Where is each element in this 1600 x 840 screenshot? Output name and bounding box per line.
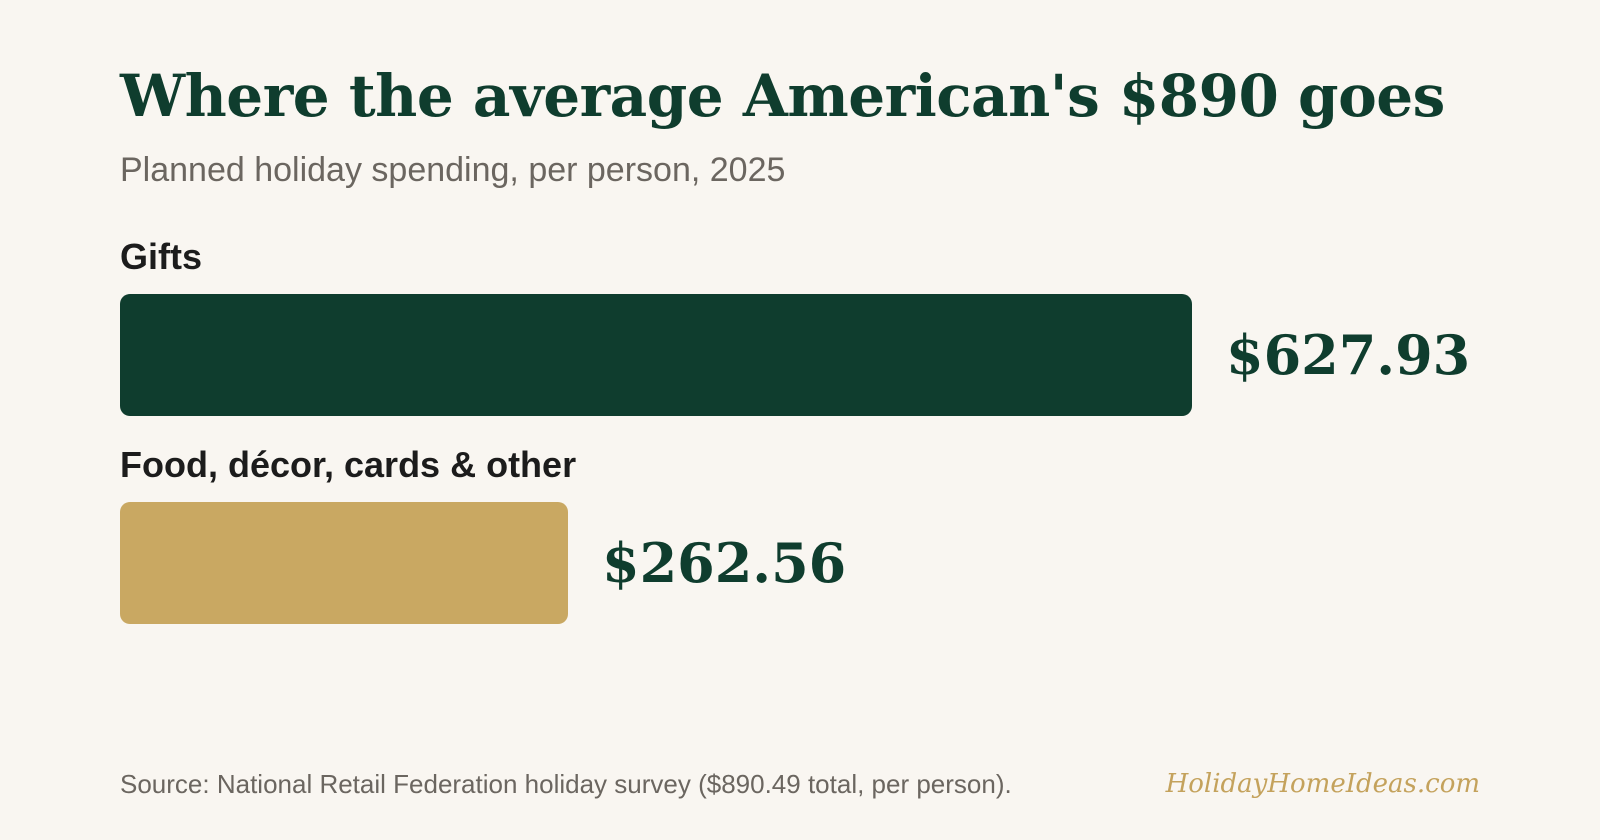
category-label: Gifts: [120, 236, 203, 277]
bar: [120, 294, 1192, 416]
source-note: Source: National Retail Federation holid…: [120, 769, 1012, 799]
value-label: $262.56: [602, 531, 847, 595]
chart-title: Where the average American's $890 goes: [120, 62, 1445, 130]
bar: [120, 502, 568, 624]
value-label: $627.93: [1226, 323, 1471, 387]
chart-subtitle: Planned holiday spending, per person, 20…: [120, 151, 786, 189]
brand-logo-text: HolidayHomeIdeas.com: [1165, 769, 1480, 799]
category-label: Food, décor, cards & other: [120, 444, 577, 485]
